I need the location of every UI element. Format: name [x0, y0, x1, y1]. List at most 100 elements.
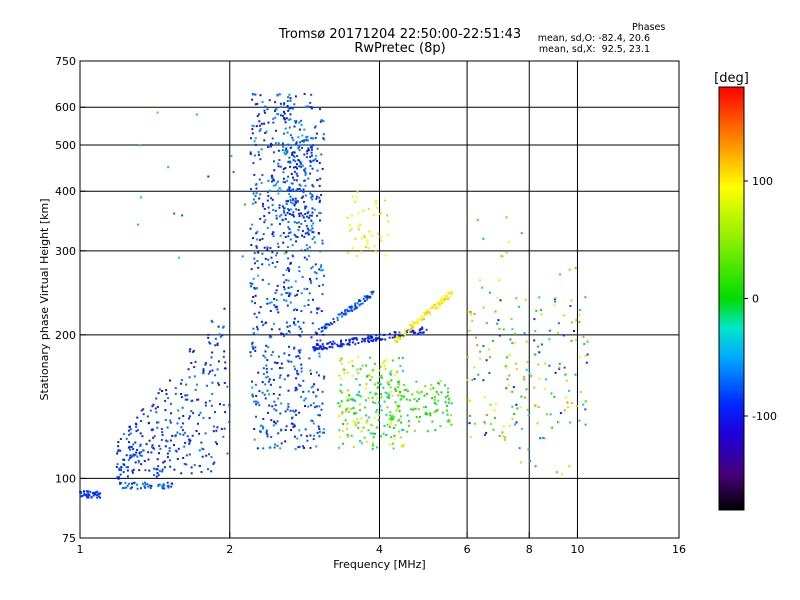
- data-point: [286, 105, 289, 107]
- data-point: [255, 125, 258, 128]
- data-point: [339, 405, 342, 408]
- data-point: [294, 280, 297, 283]
- data-point: [128, 441, 130, 444]
- data-point: [125, 437, 128, 440]
- data-point: [162, 461, 165, 464]
- data-point: [253, 140, 256, 143]
- data-point: [183, 445, 186, 448]
- data-point: [303, 128, 306, 131]
- data-point: [298, 183, 301, 186]
- data-point: [297, 144, 300, 147]
- data-point: [508, 354, 511, 357]
- data-point: [312, 385, 315, 388]
- data-point: [322, 347, 325, 350]
- data-point: [437, 399, 440, 402]
- data-point: [342, 343, 345, 346]
- data-point: [280, 332, 283, 335]
- data-point: [266, 248, 269, 251]
- data-point: [272, 178, 275, 181]
- data-point: [281, 142, 284, 145]
- data-point: [364, 406, 366, 409]
- data-point: [558, 366, 561, 369]
- data-point: [479, 357, 482, 360]
- data-point: [488, 348, 491, 351]
- data-point: [274, 422, 277, 425]
- data-point: [450, 290, 453, 293]
- data-point: [311, 148, 313, 151]
- data-point: [482, 306, 485, 309]
- data-point: [286, 408, 289, 411]
- data-point: [340, 377, 343, 380]
- data-point: [278, 187, 281, 190]
- data-point: [212, 463, 215, 466]
- data-point: [305, 105, 308, 108]
- data-point: [296, 163, 298, 166]
- data-point: [193, 375, 196, 378]
- data-point: [196, 398, 198, 401]
- data-point: [280, 214, 283, 216]
- data-point: [281, 149, 284, 151]
- data-point: [569, 421, 572, 424]
- data-point: [261, 174, 264, 177]
- data-point: [96, 494, 98, 497]
- data-point: [495, 402, 497, 405]
- data-point: [319, 177, 322, 180]
- data-point: [469, 414, 471, 417]
- data-point: [394, 401, 397, 404]
- data-point: [422, 406, 425, 409]
- data-point: [302, 216, 305, 219]
- data-point: [255, 246, 258, 249]
- data-point: [300, 434, 303, 437]
- data-point: [310, 107, 313, 110]
- data-point: [257, 266, 260, 269]
- data-point: [314, 263, 317, 266]
- data-point: [434, 429, 437, 432]
- data-point: [316, 347, 318, 350]
- data-point: [328, 346, 331, 349]
- data-point: [294, 95, 297, 98]
- data-point: [394, 334, 396, 337]
- data-point: [439, 425, 442, 428]
- data-point: [83, 493, 86, 496]
- data-point: [290, 182, 293, 185]
- data-point: [269, 383, 272, 386]
- data-point: [347, 361, 350, 364]
- data-point: [261, 391, 264, 394]
- data-point: [307, 105, 310, 108]
- data-point: [184, 394, 187, 397]
- data-point: [357, 426, 360, 429]
- data-point: [304, 397, 307, 400]
- data-point: [289, 238, 292, 241]
- data-point: [276, 284, 279, 287]
- data-point: [289, 165, 291, 168]
- data-point: [534, 403, 537, 406]
- data-point: [256, 230, 259, 233]
- data-point: [412, 408, 415, 410]
- data-point: [352, 407, 355, 410]
- data-point: [286, 151, 288, 154]
- data-point: [391, 442, 394, 445]
- data-point: [216, 344, 219, 346]
- data-point: [301, 276, 304, 279]
- data-point: [505, 216, 508, 219]
- data-point: [191, 434, 194, 437]
- data-point: [255, 400, 258, 403]
- data-point: [285, 268, 288, 271]
- data-point: [508, 424, 511, 427]
- data-point: [285, 147, 288, 150]
- data-point: [271, 261, 274, 264]
- data-point: [257, 251, 260, 254]
- data-point: [466, 356, 469, 359]
- data-point: [257, 401, 260, 404]
- data-point: [290, 173, 293, 175]
- data-point: [251, 128, 254, 131]
- data-point: [219, 335, 222, 338]
- data-point: [200, 441, 203, 444]
- data-point: [93, 492, 96, 494]
- data-point: [278, 215, 281, 218]
- data-point: [290, 107, 293, 109]
- data-point: [371, 447, 374, 450]
- data-point: [287, 221, 290, 223]
- data-point: [350, 408, 353, 411]
- data-point: [136, 416, 139, 419]
